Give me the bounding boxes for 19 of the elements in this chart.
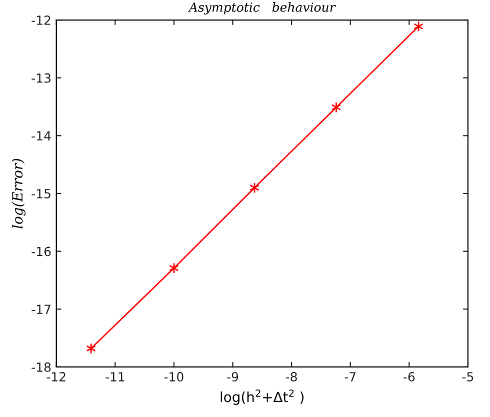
x-tick-label: -9 — [227, 372, 238, 382]
y-axis-title: log(Error) — [12, 158, 26, 228]
chart-title: Asymptotic behaviour — [188, 2, 336, 14]
y-tick-label: -18 — [32, 362, 51, 372]
y-tick-label: -17 — [32, 304, 50, 314]
x-tick-label: -8 — [286, 372, 297, 382]
x-tick-label: -7 — [344, 372, 356, 382]
x-tick-label: -11 — [106, 372, 124, 382]
y-tick-label: -13 — [32, 73, 50, 83]
x-tick-label: -10 — [164, 372, 184, 382]
x-tick-label: -12 — [46, 372, 66, 382]
x-tick-label: -6 — [404, 372, 415, 382]
y-tick-label: -14 — [32, 131, 51, 140]
y-tick-label: -12 — [32, 15, 50, 25]
y-tick-label: -15 — [32, 189, 50, 198]
y-tick-label: -16 — [32, 246, 51, 256]
x-axis-title: log(h$^{2}$+Δt$^{2}$ ) — [220, 389, 304, 405]
x-tick-label: -5 — [462, 372, 474, 382]
point — [414, 20, 424, 32]
